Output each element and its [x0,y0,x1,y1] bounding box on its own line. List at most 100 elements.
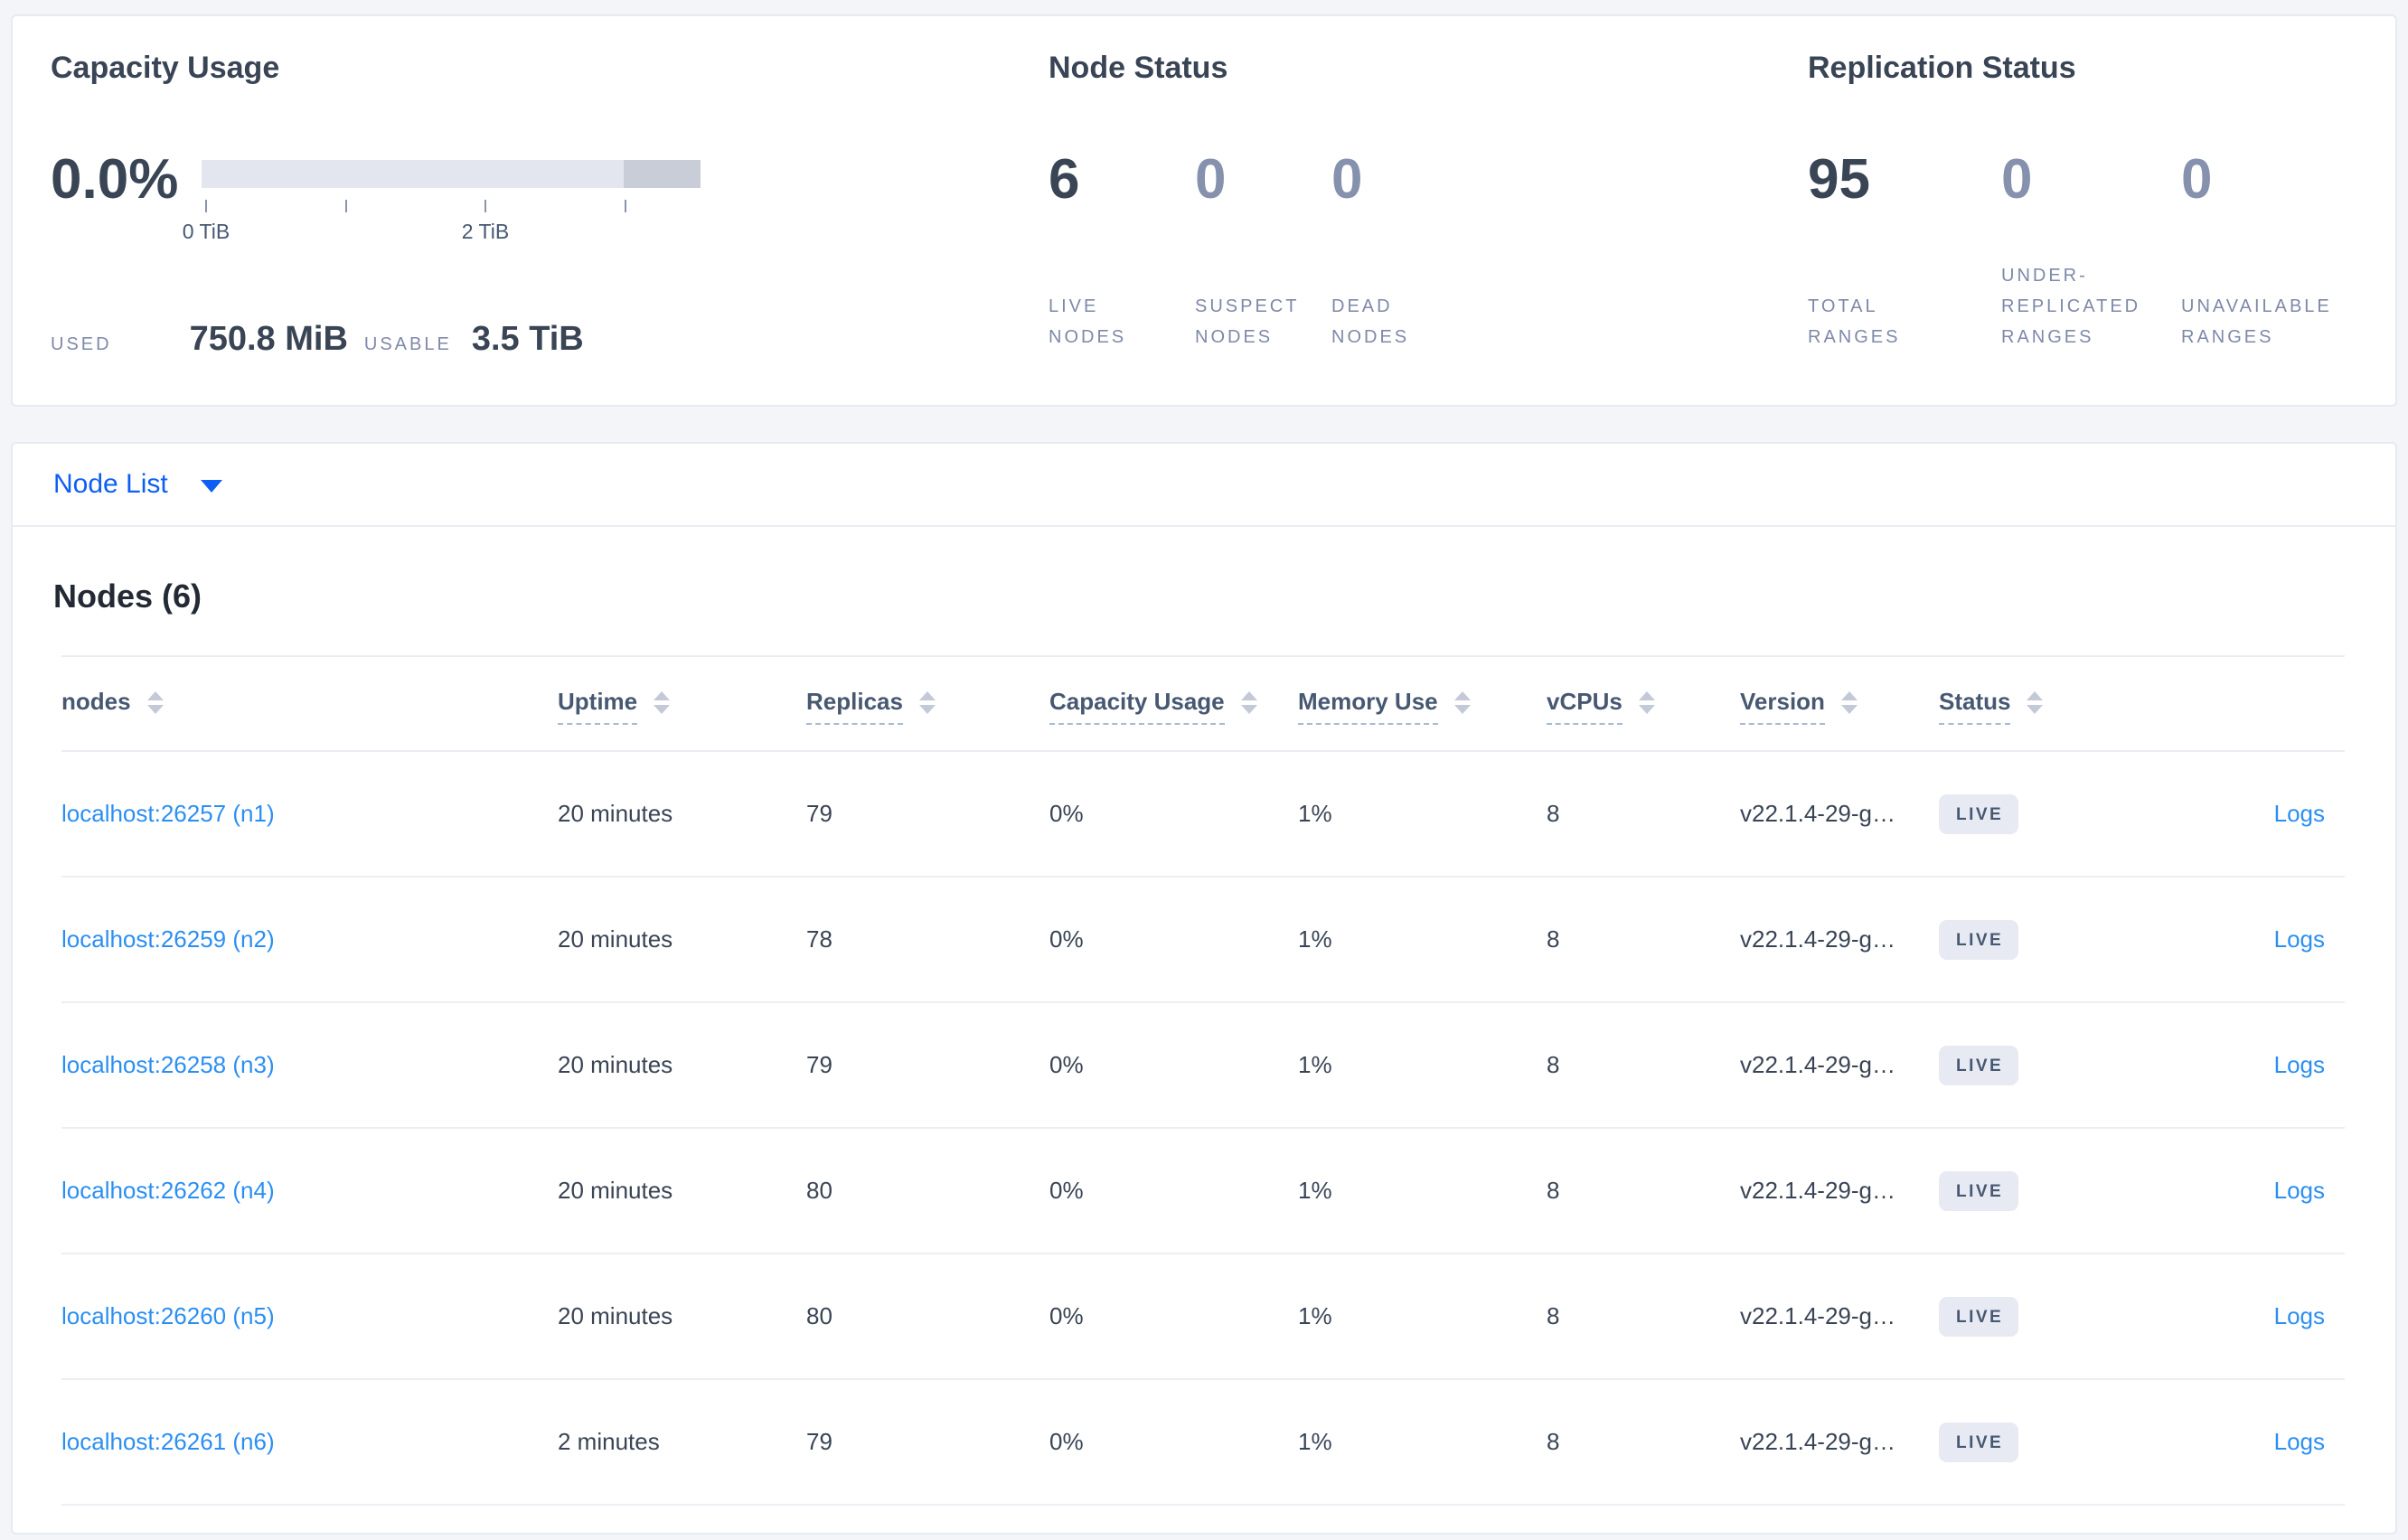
view-selector-row: Node List [13,444,2395,527]
logs-link[interactable]: Logs [2273,1302,2325,1329]
used-value: 750.8 MiB [189,320,348,358]
vcpus-cell: 8 [1547,877,1740,1003]
total-ranges-value: 95 [1808,148,1870,211]
version-cell: v22.1.4-29-g… [1740,1002,1939,1129]
under-replicated-ranges-label: UNDER-REPLICATED RANGES [2001,266,2141,347]
cluster-overview-card: Capacity Usage 0.0% 0 TiB 2 TiB USED 750… [11,14,2397,407]
node-list-dropdown[interactable]: Node List [53,469,222,500]
column-header-vcpus[interactable]: vCPUs [1547,655,1740,752]
capacity-usage-cell: 0% [1049,1002,1298,1129]
unavailable-ranges-label: UNAVAILABLE RANGES [2181,296,2332,347]
caret-down-icon [200,480,222,493]
version-cell: v22.1.4-29-g… [1740,751,1939,878]
sort-icon [146,691,164,714]
status-badge: LIVE [1939,1296,2019,1337]
axis-tick [625,200,626,212]
sort-icon [654,691,671,714]
capacity-usage-title: Capacity Usage [51,51,280,85]
column-header-memory-use[interactable]: Memory Use [1298,655,1547,752]
axis-tick-label-0: 0 TiB [182,220,230,243]
node-list-card: Node List Nodes (6) nodes Uptime [11,442,2397,1535]
dead-nodes-stat: 0 DEAD NODES [1331,148,1485,352]
node-link[interactable]: localhost:26259 (n2) [61,925,275,953]
logs-link[interactable]: Logs [2273,800,2325,827]
memory-use-cell: 1% [1298,751,1547,878]
logs-link[interactable]: Logs [2273,1051,2325,1078]
status-badge: LIVE [1939,1422,2019,1462]
vcpus-cell: 8 [1547,751,1740,878]
suspect-nodes-label: SUSPECT NODES [1195,296,1300,347]
replicas-cell: 79 [806,751,1049,878]
status-badge: LIVE [1939,919,2019,960]
column-header-replicas[interactable]: Replicas [806,655,1049,752]
memory-use-cell: 1% [1298,1002,1547,1129]
logs-link[interactable]: Logs [2273,1428,2325,1455]
capacity-usage-cell: 0% [1049,877,1298,1003]
dead-nodes-label: DEAD NODES [1331,296,1410,347]
sort-icon [1240,691,1257,714]
node-link[interactable]: localhost:26257 (n1) [61,800,275,827]
node-link[interactable]: localhost:26261 (n6) [61,1428,275,1455]
version-cell: v22.1.4-29-g… [1740,1379,1939,1506]
version-cell: v22.1.4-29-g… [1740,877,1939,1003]
live-nodes-label: LIVE NODES [1049,296,1127,347]
suspect-nodes-value: 0 [1195,148,1227,211]
memory-use-cell: 1% [1298,1379,1547,1506]
table-row: localhost:26260 (n5) 20 minutes 80 0% 1%… [61,1254,2345,1380]
vcpus-cell: 8 [1547,1379,1740,1506]
used-label: USED [51,334,112,354]
sort-icon [918,691,936,714]
uptime-cell: 20 minutes [558,751,806,878]
status-badge: LIVE [1939,1170,2019,1211]
column-header-version[interactable]: Version [1740,655,1939,752]
table-row: localhost:26258 (n3) 20 minutes 79 0% 1%… [61,1002,2345,1129]
capacity-usage-cell: 0% [1049,1379,1298,1506]
capacity-usage-cell: 0% [1049,751,1298,878]
column-header-status[interactable]: Status [1939,655,2102,752]
memory-use-cell: 1% [1298,1254,1547,1380]
axis-tick-label-2: 2 TiB [461,220,510,243]
uptime-cell: 20 minutes [558,877,806,1003]
uptime-cell: 20 minutes [558,1254,806,1380]
vcpus-cell: 8 [1547,1128,1740,1254]
axis-tick [345,200,347,212]
node-link[interactable]: localhost:26258 (n3) [61,1051,275,1078]
capacity-gauge-track [202,160,701,188]
replicas-cell: 79 [806,1002,1049,1129]
replicas-cell: 79 [806,1379,1049,1506]
table-header-row: nodes Uptime Replicas [61,655,2345,752]
memory-use-cell: 1% [1298,877,1547,1003]
uptime-cell: 2 minutes [558,1379,806,1506]
total-ranges-label: TOTAL RANGES [1808,296,1901,347]
node-list-dropdown-label: Node List [53,469,168,499]
status-badge: LIVE [1939,793,2019,834]
column-header-capacity-usage[interactable]: Capacity Usage [1049,655,1298,752]
vcpus-cell: 8 [1547,1254,1740,1380]
capacity-usage-cell: 0% [1049,1128,1298,1254]
capacity-gauge-segment [624,160,701,188]
under-replicated-ranges-value: 0 [2001,148,2033,211]
column-header-nodes[interactable]: nodes [61,655,558,752]
replication-status-title: Replication Status [1808,51,2076,85]
dead-nodes-value: 0 [1331,148,1363,211]
axis-tick [205,200,207,212]
usable-value: 3.5 TiB [471,320,584,358]
capacity-used-percent: 0.0% [51,148,179,211]
version-cell: v22.1.4-29-g… [1740,1254,1939,1380]
logs-link[interactable]: Logs [2273,925,2325,953]
capacity-gauge: 0 TiB 2 TiB [183,160,701,243]
logs-link[interactable]: Logs [2273,1177,2325,1204]
usable-label: USABLE [363,334,452,354]
table-row: localhost:26261 (n6) 2 minutes 79 0% 1% … [61,1379,2345,1506]
under-replicated-ranges-stat: 0 UNDER-REPLICATED RANGES [2001,148,2181,352]
column-header-uptime[interactable]: Uptime [558,655,806,752]
node-status-title: Node Status [1049,51,1228,85]
node-link[interactable]: localhost:26262 (n4) [61,1177,275,1204]
sort-icon [2027,691,2044,714]
sort-icon [1840,691,1858,714]
sort-icon [1638,691,1655,714]
column-header-logs [2102,655,2345,752]
node-link[interactable]: localhost:26260 (n5) [61,1302,275,1329]
axis-tick [484,200,486,212]
unavailable-ranges-value: 0 [2181,148,2213,211]
